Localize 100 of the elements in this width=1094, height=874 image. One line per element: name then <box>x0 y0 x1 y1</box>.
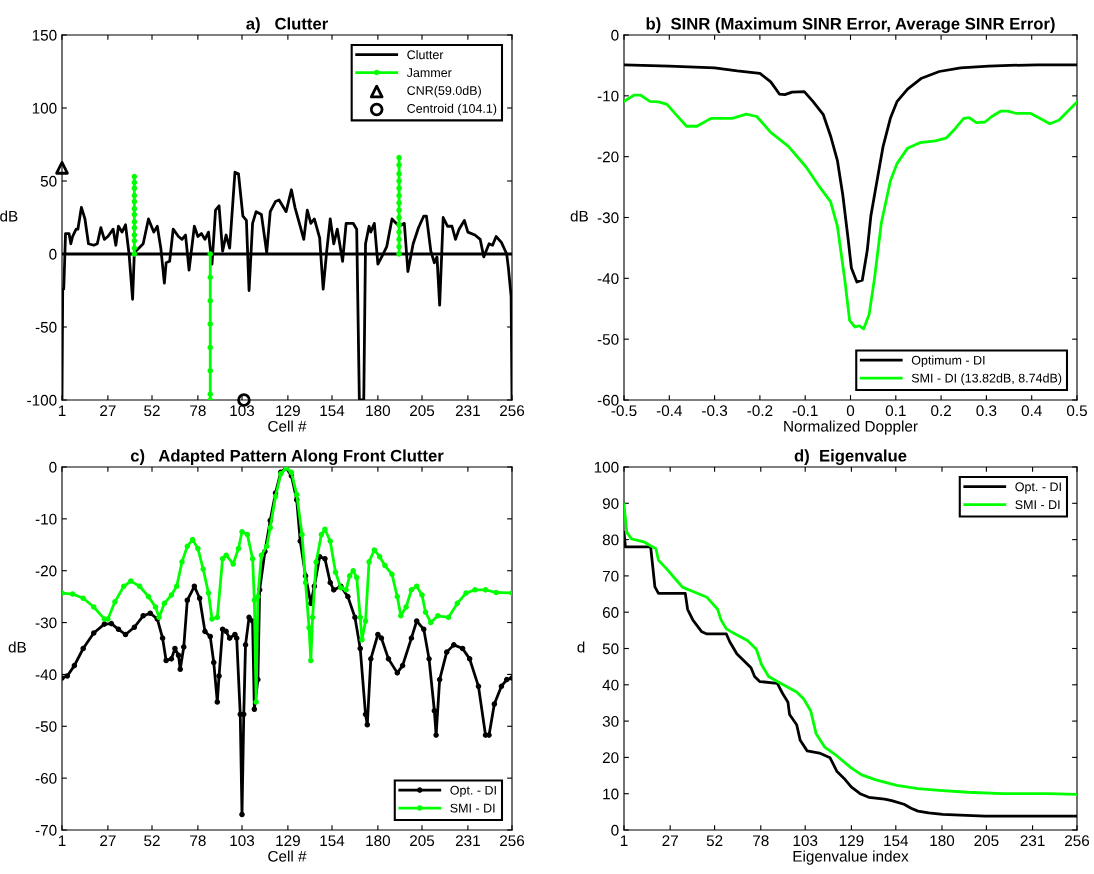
point <box>396 154 402 161</box>
x-tick-label: -0.3 <box>702 405 728 417</box>
x-tick-label: 154 <box>320 405 345 417</box>
legend-label: SMI - DI <box>450 803 495 813</box>
y-tick-label: 50 <box>40 175 57 187</box>
y-tick-label: -10 <box>35 513 57 525</box>
x-tick-label: 0.2 <box>931 405 951 417</box>
x-tick-label: 154 <box>884 835 909 847</box>
y-axis-title: dB <box>8 641 26 653</box>
x-tick-label: 103 <box>793 835 818 847</box>
y-tick-label: -40 <box>35 669 57 681</box>
x-tick-label: 231 <box>1020 835 1045 847</box>
point <box>207 391 214 397</box>
point <box>131 224 138 231</box>
x-tick-label: 180 <box>366 835 391 847</box>
legend-label: Centroid (104.1) <box>407 103 497 116</box>
x-tick-label: 205 <box>410 835 435 847</box>
point <box>131 192 138 199</box>
point <box>207 297 214 304</box>
point <box>131 179 138 186</box>
x-tick-label: 154 <box>320 835 345 847</box>
y-tick-label: -50 <box>597 334 619 345</box>
point <box>396 178 402 184</box>
x-tick-label: 231 <box>455 835 480 847</box>
x-tick-label: -0.1 <box>792 405 818 417</box>
y-axis-title: d <box>577 641 585 653</box>
y-tick-label: -50 <box>35 721 57 732</box>
y-tick-label: 100 <box>32 102 57 114</box>
y-tick-label: 90 <box>602 498 619 509</box>
x-tick-label: 205 <box>410 405 435 417</box>
point <box>131 219 138 225</box>
x-tick-label: -0.2 <box>747 405 773 417</box>
x-tick-label: 256 <box>500 835 525 847</box>
y-tick-label: -60 <box>35 773 57 784</box>
x-tick-label: 0.5 <box>1066 405 1087 417</box>
point <box>207 251 214 257</box>
x-tick-label: 103 <box>230 835 255 847</box>
y-tick-label: 30 <box>602 715 619 727</box>
point <box>396 214 402 221</box>
x-axis-title: Eigenvalue index <box>793 850 909 865</box>
y-tick-label: -40 <box>597 273 619 285</box>
y-tick-label: 0 <box>49 461 57 473</box>
point <box>396 162 402 168</box>
y-tick-label: -70 <box>35 824 57 836</box>
legend-label: Jammer <box>406 68 452 78</box>
chart-title: b) SINR (Maximum SINR Error, Average SINR Error) <box>646 17 1055 33</box>
x-tick-label: 78 <box>753 835 769 847</box>
chart-title: a) Clutter <box>246 17 328 33</box>
point <box>131 245 138 251</box>
x-tick-label: 180 <box>930 835 955 847</box>
x-tick-label: 1 <box>58 405 66 416</box>
x-tick-label: 52 <box>706 835 723 847</box>
point <box>396 251 402 257</box>
point <box>55 161 69 175</box>
x-tick-label: 78 <box>190 835 206 847</box>
x-tick-label: 27 <box>662 835 678 846</box>
x-tick-label: 27 <box>100 405 116 416</box>
x-tick-label: 52 <box>144 405 160 417</box>
y-tick-label: -60 <box>597 394 619 406</box>
x-tick-label: -0.4 <box>656 405 683 417</box>
x-axis-title: Normalized Doppler <box>784 420 918 435</box>
y-tick-label: 40 <box>602 679 619 691</box>
y-tick-label: 10 <box>603 788 619 800</box>
y-axis-title: dB <box>570 210 588 222</box>
legend-label: SMI - DI (13.82dB, 8.74dB) <box>911 373 1062 385</box>
y-tick-label: -20 <box>597 151 619 163</box>
x-tick-label: 0.3 <box>976 405 997 417</box>
y-tick-label: -30 <box>35 617 57 629</box>
legend-label: SMI - DI <box>1015 500 1060 510</box>
point <box>131 232 138 238</box>
point <box>131 205 138 212</box>
x-tick-label: 256 <box>500 405 525 417</box>
x-tick-label: 205 <box>974 835 999 847</box>
y-tick-label: 0 <box>611 824 619 836</box>
chart-title: c) Adapted Pattern Along Front Clutter <box>130 449 444 465</box>
point <box>131 198 138 205</box>
y-tick-label: -30 <box>597 212 619 224</box>
y-tick-label: 0 <box>49 248 57 260</box>
y-tick-label: 100 <box>594 461 619 473</box>
point <box>131 251 138 257</box>
y-tick-label: 70 <box>602 570 619 582</box>
line-series <box>624 93 1077 331</box>
x-tick-label: 0.4 <box>1021 405 1042 417</box>
point <box>207 368 214 374</box>
x-tick-label: 103 <box>230 405 255 417</box>
point <box>396 200 402 206</box>
x-tick-label: 1 <box>58 835 66 846</box>
point <box>396 229 402 235</box>
y-tick-label: 50 <box>602 643 619 655</box>
x-tick-label: 78 <box>190 405 206 417</box>
y-tick-label: 60 <box>602 607 619 618</box>
point <box>207 274 214 281</box>
x-axis-title: Cell # <box>268 850 307 862</box>
legend-label: Opt. - DI <box>1015 482 1061 494</box>
y-tick-label: 80 <box>602 534 619 546</box>
legend-label: Opt. - DI <box>450 785 496 798</box>
point <box>396 207 402 213</box>
x-tick-label: 129 <box>839 835 864 847</box>
y-tick-label: -20 <box>35 565 57 577</box>
x-axis-title: Cell # <box>268 420 307 432</box>
